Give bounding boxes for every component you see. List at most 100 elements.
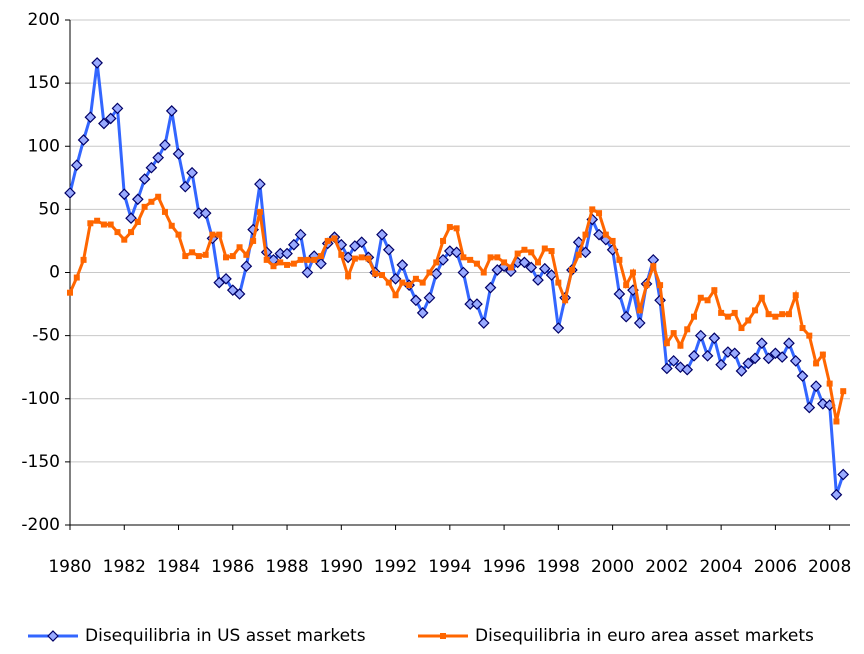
square-marker	[473, 260, 480, 267]
diamond-marker	[674, 361, 687, 374]
square-marker	[785, 311, 792, 318]
diamond-marker	[165, 105, 178, 117]
x-tick-label: 1992	[374, 557, 417, 577]
square-marker	[514, 250, 521, 257]
y-tick-label: 100	[28, 136, 60, 156]
diamond-marker	[708, 332, 721, 344]
diamond-marker	[294, 228, 307, 241]
square-marker	[643, 282, 650, 289]
diamond-marker	[613, 288, 626, 300]
square-marker	[657, 282, 664, 289]
square-marker	[365, 255, 372, 262]
square-marker	[134, 219, 141, 225]
diamond-marker	[633, 317, 646, 329]
square-marker	[216, 231, 223, 238]
y-tick-label: -50	[32, 326, 60, 346]
diamond-marker	[620, 310, 633, 323]
diamond-marker	[220, 272, 232, 285]
square-marker	[263, 256, 270, 263]
diamond-marker	[287, 238, 300, 251]
square-marker	[345, 273, 352, 280]
diamond-marker	[749, 352, 761, 365]
square-marker	[487, 254, 494, 261]
diamond-marker	[681, 363, 694, 376]
square-marker	[806, 332, 813, 339]
diamond-marker	[518, 256, 531, 269]
square-marker	[616, 256, 623, 263]
square-marker	[779, 311, 786, 318]
square-marker	[602, 231, 609, 238]
square-marker	[446, 224, 453, 231]
y-tick-label: 150	[28, 73, 60, 93]
square-marker	[426, 269, 433, 276]
diamond-marker	[477, 317, 490, 329]
diamond-marker	[70, 159, 83, 172]
diamond-marker	[342, 251, 354, 264]
diamond-marker	[159, 139, 171, 151]
square-marker	[480, 269, 487, 276]
diamond-marker	[762, 352, 775, 365]
diamond-marker	[505, 265, 517, 278]
square-marker	[460, 254, 467, 261]
diamond-marker	[64, 187, 76, 199]
square-marker	[317, 253, 324, 260]
diamond-marker	[84, 111, 97, 124]
square-marker	[94, 217, 101, 224]
x-tick-label: 1984	[157, 557, 200, 577]
square-marker	[467, 256, 474, 263]
square-marker	[758, 294, 765, 301]
legend-label: Disequilibria in euro area asset markets	[475, 626, 814, 646]
diamond-marker	[484, 281, 497, 294]
diamond-marker	[532, 274, 544, 286]
square-marker	[636, 307, 643, 314]
y-tick-label: -100	[21, 389, 60, 409]
square-marker	[697, 294, 704, 301]
square-marker	[670, 330, 677, 337]
square-marker	[826, 380, 833, 387]
diamond-marker	[111, 102, 124, 115]
x-tick-label: 1998	[537, 557, 580, 577]
square-marker	[324, 237, 331, 244]
diamond-marker	[152, 151, 165, 164]
diamond-marker	[661, 362, 673, 375]
square-marker	[745, 317, 752, 324]
square-marker	[182, 253, 189, 260]
y-tick-label: 0	[49, 263, 60, 283]
diamond-marker	[315, 257, 327, 270]
diamond-marker	[742, 357, 755, 370]
diamond-marker	[98, 117, 110, 130]
series-line	[68, 62, 845, 496]
diamond-marker	[694, 329, 707, 342]
diamond-marker	[776, 351, 789, 363]
square-marker	[412, 275, 419, 282]
square-marker	[223, 254, 229, 261]
square-marker	[297, 256, 304, 263]
diamond-marker	[416, 307, 429, 319]
square-marker	[738, 325, 745, 332]
x-tick-label: 1990	[320, 557, 363, 577]
square-marker	[121, 236, 128, 243]
diamond-marker	[715, 358, 727, 371]
square-marker	[87, 220, 94, 227]
x-tick-label: 1996	[482, 557, 525, 577]
square-marker	[555, 279, 562, 286]
diamond-marker	[254, 178, 266, 190]
x-tick-label: 1980	[48, 557, 91, 577]
square-marker	[819, 351, 826, 358]
square-marker	[575, 251, 582, 258]
square-marker	[80, 256, 87, 263]
diamond-marker	[830, 488, 843, 501]
diamond-marker	[817, 397, 829, 410]
square-marker	[453, 225, 460, 232]
diamond-marker	[91, 57, 103, 69]
diamond-marker	[125, 212, 137, 225]
square-marker	[589, 206, 596, 213]
square-marker	[541, 245, 548, 252]
square-marker	[168, 222, 175, 229]
square-marker	[663, 340, 670, 347]
square-marker	[141, 203, 148, 210]
diamond-marker	[437, 254, 449, 266]
diamond-marker	[301, 266, 314, 279]
diamond-marker	[783, 337, 795, 350]
square-marker	[718, 309, 725, 316]
